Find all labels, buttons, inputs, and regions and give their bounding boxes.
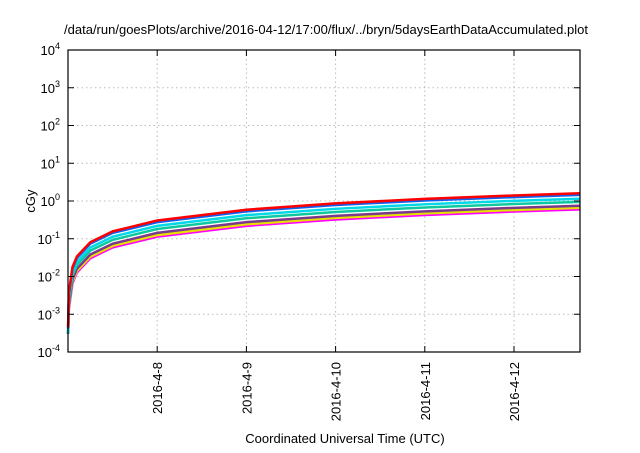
y-tick-label: 10-3 (38, 305, 60, 322)
y-tick-exponent: -2 (52, 268, 60, 278)
y-tick-base: 10 (38, 232, 52, 247)
y-tick-exponent: 1 (55, 154, 60, 164)
series-line-1 (66, 206, 581, 335)
x-tick-label: 2016-4-10 (329, 362, 344, 421)
y-tick-label: 10-1 (38, 230, 60, 247)
x-tick-label: 2016-4-11 (418, 362, 433, 420)
y-tick-base: 10 (41, 43, 55, 58)
y-tick-exponent: -3 (52, 305, 60, 315)
y-tick-base: 10 (41, 194, 55, 209)
y-tick-base: 10 (41, 81, 55, 96)
x-axis-label: Coordinated Universal Time (UTC) (245, 431, 444, 446)
y-tick-exponent: 3 (55, 79, 60, 89)
y-tick-label: 10-4 (38, 343, 60, 360)
y-tick-label: 103 (41, 79, 60, 96)
y-tick-label: 10-2 (38, 268, 60, 285)
y-tick-exponent: -4 (52, 343, 60, 353)
x-axis: 2016-4-8 2016-4-9 2016-4-10 2016-4-11 2016-4… (150, 50, 522, 421)
series-line-6 (66, 192, 581, 328)
x-tick-label: 2016-4-12 (507, 362, 522, 421)
series-line-5 (66, 193, 581, 329)
y-tick-exponent: 2 (55, 117, 60, 127)
y-tick-base: 10 (38, 345, 52, 360)
y-tick-label: 104 (41, 41, 60, 58)
y-tick-base: 10 (41, 156, 55, 171)
y-tick-label: 100 (41, 192, 60, 209)
y-tick-exponent: 0 (55, 192, 60, 202)
y-tick-label: 102 (41, 117, 60, 134)
y-tick-base: 10 (38, 307, 52, 322)
y-axis-label: cGy (23, 189, 38, 213)
y-tick-exponent: 4 (55, 41, 60, 51)
y-tick-label: 101 (41, 154, 60, 171)
chart-title: /data/run/goesPlots/archive/2016-04-12/1… (64, 22, 588, 37)
y-tick-exponent: -1 (52, 230, 60, 240)
x-tick-label: 2016-4-9 (239, 362, 254, 414)
y-tick-base: 10 (41, 119, 55, 134)
y-tick-base: 10 (38, 270, 52, 285)
x-tick-label: 2016-4-8 (150, 362, 165, 414)
grid (68, 50, 580, 352)
series-group (66, 192, 581, 335)
